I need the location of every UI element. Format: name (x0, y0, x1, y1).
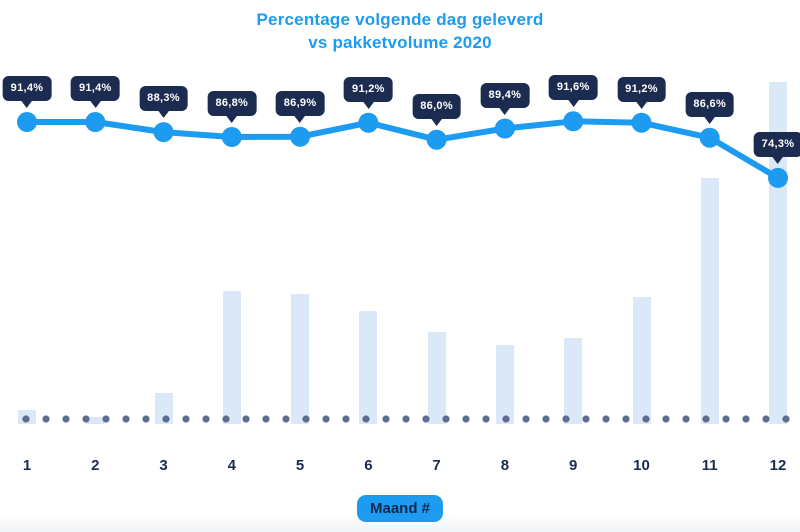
volume-bar (222, 291, 241, 424)
month-label: 7 (432, 457, 441, 474)
chart-title: Percentage volgende dag geleverd vs pakk… (0, 8, 800, 54)
data-point-badge: 89,4% (480, 82, 530, 108)
x-axis-title-badge: Maand # (356, 495, 444, 522)
line-series-path (24, 118, 781, 181)
month-label: 9 (569, 457, 578, 474)
line-data-point (631, 112, 652, 133)
data-point-badge: 86,0% (412, 93, 461, 119)
data-point-badge: 86,9% (275, 90, 325, 116)
line-data-point (494, 118, 515, 139)
month-label: 12 (769, 457, 787, 474)
month-label: 1 (22, 457, 32, 474)
volume-bar (564, 338, 583, 424)
volume-bar (700, 178, 719, 424)
data-point-badge: 86,8% (207, 91, 257, 116)
line-data-point (699, 127, 720, 148)
data-point-badge: 91,4% (70, 76, 120, 101)
x-axis-dotted-line (22, 415, 790, 423)
volume-bar (291, 294, 310, 424)
data-point-badge: 86,6% (685, 91, 735, 117)
month-label: 8 (500, 457, 510, 474)
chart-title-line2: vs pakketvolume 2020 (308, 33, 492, 52)
month-label: 10 (633, 457, 650, 474)
month-label: 4 (227, 457, 236, 474)
data-point-badge: 91,6% (548, 75, 598, 101)
line-data-point (17, 112, 37, 132)
line-data-point (221, 127, 242, 147)
line-data-point (426, 129, 447, 150)
data-point-badge: 91,4% (2, 76, 52, 101)
line-data-point (85, 112, 106, 132)
month-label: 5 (295, 457, 305, 474)
data-point-badge: 91,2% (344, 76, 393, 102)
month-label: 11 (701, 457, 718, 474)
bottom-fade (0, 514, 800, 532)
line-data-point (358, 112, 379, 133)
line-data-point (153, 122, 174, 143)
volume-bar (632, 297, 651, 424)
line-data-point (290, 126, 311, 147)
month-label: 2 (91, 457, 100, 474)
month-label: 6 (364, 457, 373, 474)
data-point-badge: 74,3% (753, 131, 800, 157)
volume-bar (359, 311, 378, 424)
volume-bar (495, 345, 514, 424)
month-label: 3 (159, 457, 168, 474)
chart-title-line1: Percentage volgende dag geleverd (256, 10, 544, 29)
volume-bar (427, 332, 446, 424)
data-point-badge: 91,2% (617, 76, 666, 102)
data-point-badge: 88,3% (139, 86, 188, 112)
line-data-point (563, 111, 584, 132)
